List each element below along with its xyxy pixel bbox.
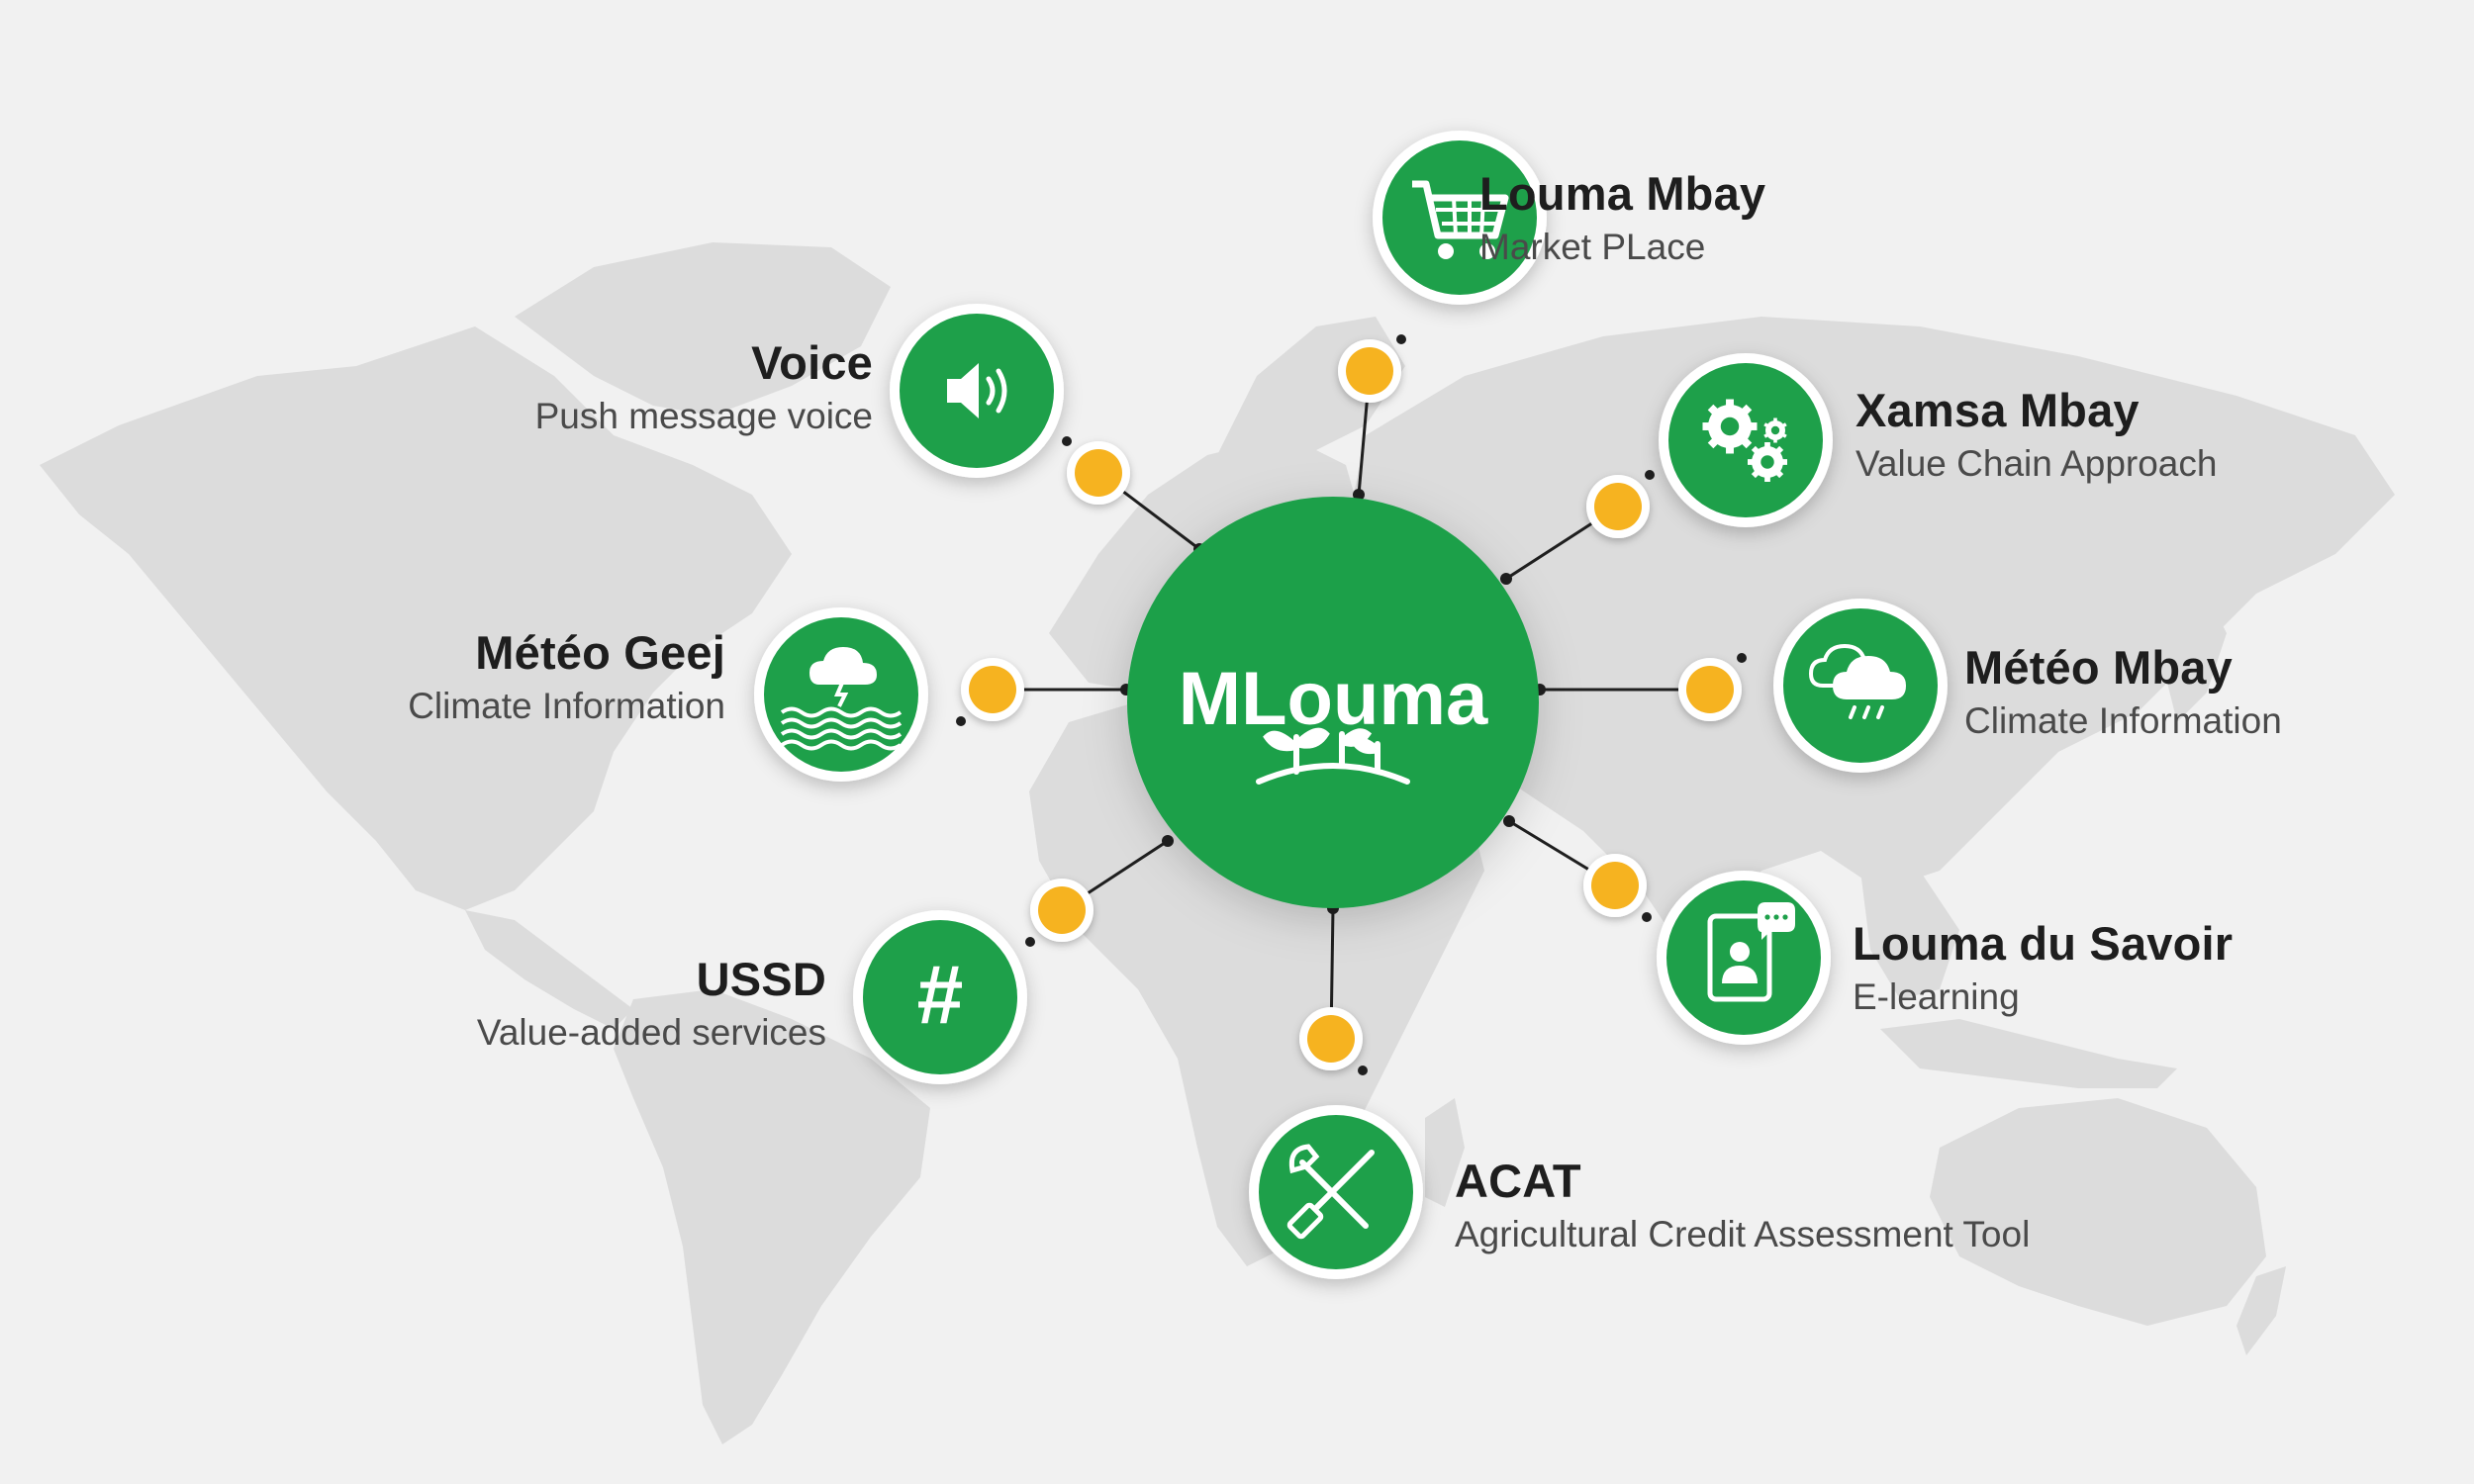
service-node-voice[interactable] — [890, 304, 1064, 478]
service-title: ACAT — [1455, 1155, 1581, 1207]
map-central-america — [465, 910, 633, 1029]
service-node-louma-du-savoir[interactable] — [1657, 871, 1831, 1045]
connector-joint-louma-du-savoir — [1503, 815, 1515, 827]
service-title: Louma Mbay — [1479, 167, 1766, 220]
service-title: USSD — [696, 953, 826, 1005]
connector-joint-ussd — [1162, 835, 1174, 847]
service-subtitle: Value Chain Approach — [1856, 443, 2218, 484]
service-label-meteo-geej: Météo Geej Climate Information — [408, 629, 725, 724]
connector-port-voice — [1062, 436, 1130, 505]
shopping-cart-icon — [1412, 180, 1509, 259]
service-title: Louma du Savoir — [1853, 917, 2234, 970]
map-indonesia — [1880, 1019, 2177, 1088]
service-subtitle: E-learning — [1853, 976, 2020, 1017]
service-subtitle: Value-added services — [476, 1012, 826, 1053]
service-nodes: # — [754, 131, 1948, 1279]
map-south-america — [614, 989, 930, 1444]
connector-port-acat — [1299, 1007, 1368, 1075]
map-australia — [1930, 1098, 2266, 1326]
map-japan — [2167, 594, 2227, 722]
service-node-louma-mbay[interactable] — [1373, 131, 1547, 305]
service-node-acat[interactable] — [1249, 1105, 1423, 1279]
connector-joint-louma-mbay — [1353, 489, 1365, 501]
service-title: Météo Geej — [475, 626, 725, 679]
service-label-ussd: USSD Value-added services — [477, 956, 826, 1051]
svg-text:#: # — [917, 948, 964, 1041]
speaker-icon — [947, 363, 1007, 418]
sprouts-icon — [1256, 727, 1410, 785]
rain-cloud-icon — [1808, 643, 1906, 719]
storm-waves-icon — [780, 647, 903, 751]
service-node-xamsa-mbay[interactable] — [1659, 353, 1833, 527]
service-subtitle: Agricultural Credit Assessment Tool — [1455, 1214, 2031, 1254]
hash-icon: # — [917, 948, 964, 1041]
map-north-america — [40, 326, 792, 910]
map-indochina — [1860, 871, 1959, 999]
service-label-xamsa-mbay: Xamsa Mbay Value Chain Approach — [1856, 387, 2217, 482]
service-subtitle: Climate Information — [1964, 700, 2282, 741]
service-title: Météo Mbay — [1964, 641, 2233, 694]
map-new-zealand — [2236, 1266, 2286, 1355]
connector-port-louma-du-savoir — [1583, 854, 1652, 922]
tablet-chat-icon — [1707, 902, 1795, 1002]
connector-port-meteo-geej — [956, 658, 1024, 726]
service-subtitle: Push message voice — [534, 396, 873, 436]
connector-ports — [956, 334, 1747, 1075]
service-title: Xamsa Mbay — [1856, 384, 2140, 436]
tools-icon — [1286, 1144, 1375, 1240]
map-madagascar — [1425, 1098, 1465, 1207]
service-label-louma-mbay: Louma Mbay Market PLace — [1479, 170, 1765, 265]
connector-port-xamsa-mbay — [1586, 470, 1655, 538]
connector-joint-xamsa-mbay — [1500, 573, 1512, 585]
service-node-meteo-mbay[interactable] — [1773, 599, 1948, 773]
map-greenland — [515, 242, 891, 416]
service-subtitle: Climate Information — [408, 686, 725, 726]
connector-port-ussd — [1025, 879, 1094, 947]
connector-port-meteo-mbay — [1678, 653, 1747, 721]
hub-logo-text: MLouma — [1179, 657, 1488, 741]
service-label-voice: Voice Push message voice — [535, 339, 873, 434]
connector-port-louma-mbay — [1338, 334, 1406, 403]
service-label-meteo-mbay: Météo Mbay Climate Information — [1964, 644, 2282, 739]
hub-node[interactable]: MLouma — [1127, 497, 1539, 908]
service-node-ussd[interactable]: # — [853, 910, 1027, 1084]
service-label-louma-du-savoir: Louma du Savoir E-learning — [1853, 920, 2233, 1015]
service-node-meteo-geej[interactable] — [754, 607, 928, 782]
gears-icon — [1702, 399, 1787, 482]
service-label-acat: ACAT Agricultural Credit Assessment Tool — [1455, 1158, 2030, 1252]
service-title: Voice — [751, 336, 873, 389]
service-subtitle: Market PLace — [1479, 227, 1706, 267]
